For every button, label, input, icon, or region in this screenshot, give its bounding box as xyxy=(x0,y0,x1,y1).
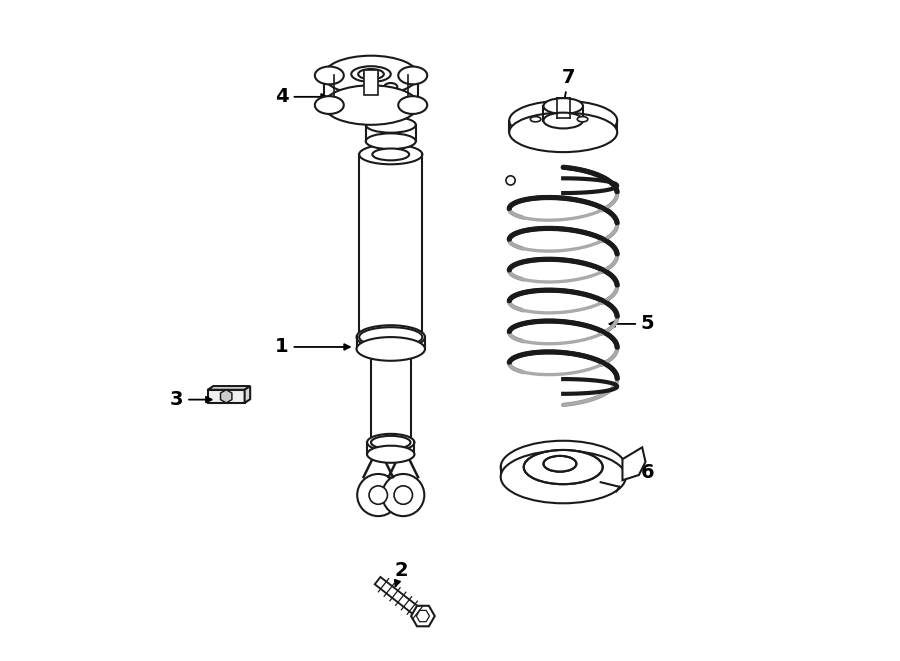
Ellipse shape xyxy=(544,456,576,472)
Polygon shape xyxy=(384,87,397,120)
Ellipse shape xyxy=(523,203,603,231)
Circle shape xyxy=(382,474,424,516)
Circle shape xyxy=(394,486,412,504)
Ellipse shape xyxy=(500,451,626,503)
Ellipse shape xyxy=(509,100,617,140)
Text: 6: 6 xyxy=(613,463,654,481)
Ellipse shape xyxy=(324,85,418,125)
Ellipse shape xyxy=(530,116,541,122)
Circle shape xyxy=(357,474,400,516)
Polygon shape xyxy=(374,577,429,623)
Ellipse shape xyxy=(373,136,410,147)
Ellipse shape xyxy=(524,450,603,485)
Ellipse shape xyxy=(509,112,617,152)
Ellipse shape xyxy=(356,337,425,361)
Ellipse shape xyxy=(544,112,583,128)
Text: 5: 5 xyxy=(609,315,654,333)
Text: 4: 4 xyxy=(275,87,327,106)
Ellipse shape xyxy=(371,342,410,356)
Polygon shape xyxy=(208,390,245,403)
Polygon shape xyxy=(208,386,250,390)
Ellipse shape xyxy=(367,434,415,451)
Ellipse shape xyxy=(577,116,588,122)
Ellipse shape xyxy=(315,96,344,114)
Ellipse shape xyxy=(373,149,410,161)
Polygon shape xyxy=(220,390,232,403)
Circle shape xyxy=(506,176,515,185)
Polygon shape xyxy=(359,155,422,337)
Polygon shape xyxy=(411,605,435,627)
Text: 7: 7 xyxy=(561,67,575,108)
Ellipse shape xyxy=(324,56,418,95)
Text: 2: 2 xyxy=(394,561,408,586)
Polygon shape xyxy=(245,386,250,403)
Circle shape xyxy=(369,486,388,504)
Ellipse shape xyxy=(544,98,583,114)
Text: 3: 3 xyxy=(170,390,211,409)
Ellipse shape xyxy=(315,67,344,85)
Ellipse shape xyxy=(365,134,416,149)
Ellipse shape xyxy=(523,327,603,354)
Ellipse shape xyxy=(523,264,603,292)
Ellipse shape xyxy=(523,357,603,385)
Ellipse shape xyxy=(371,436,410,449)
Polygon shape xyxy=(623,447,645,481)
Ellipse shape xyxy=(365,117,416,133)
Polygon shape xyxy=(364,69,378,95)
Ellipse shape xyxy=(384,83,397,91)
Ellipse shape xyxy=(523,233,603,261)
Ellipse shape xyxy=(359,145,422,165)
Ellipse shape xyxy=(398,96,428,114)
Ellipse shape xyxy=(500,441,626,493)
Ellipse shape xyxy=(398,67,428,85)
Ellipse shape xyxy=(356,325,425,349)
Ellipse shape xyxy=(523,295,603,323)
Ellipse shape xyxy=(367,446,415,463)
Polygon shape xyxy=(417,610,429,622)
Text: 1: 1 xyxy=(275,338,350,356)
Ellipse shape xyxy=(359,327,422,347)
